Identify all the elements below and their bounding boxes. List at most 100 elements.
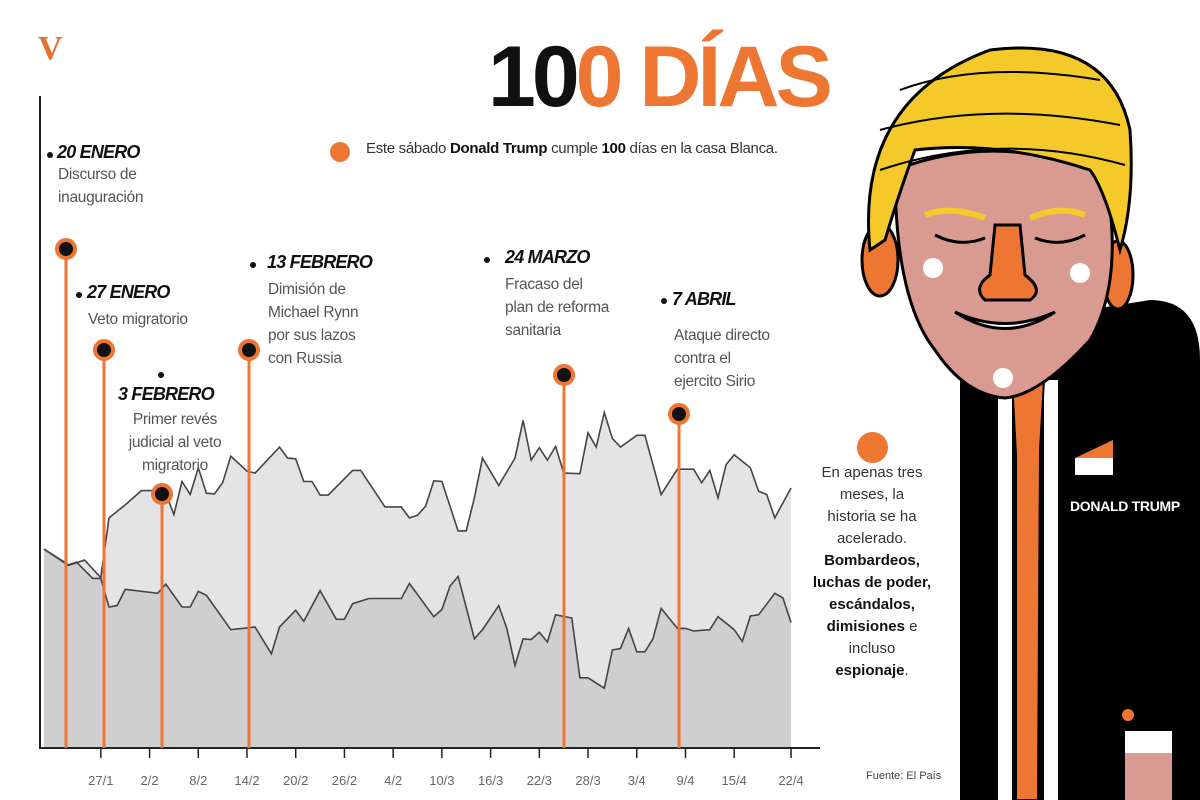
side-line: Bombardeos, (824, 552, 920, 569)
desc-line: Discurso de (58, 166, 137, 183)
event-marker (55, 238, 77, 260)
event-desc: Fracaso del plan de reforma sanitaria (505, 273, 609, 342)
x-tick-label: 26/2 (332, 773, 357, 788)
accent-dot (1122, 709, 1134, 721)
desc-line: Fracaso del (505, 276, 583, 293)
pocket-square (1075, 440, 1113, 458)
side-line: escándalos, (829, 596, 915, 613)
x-tick-label: 20/2 (283, 773, 308, 788)
upper-series-line (43, 409, 792, 580)
subtitle-text: días en la casa Blanca. (625, 140, 779, 157)
event-label: 7 ABRIL (672, 289, 737, 309)
desc-line: ejercito Sirio (674, 373, 756, 390)
lower-area (44, 549, 791, 748)
title-black: 10 (488, 29, 580, 125)
desc-line: sanitaria (505, 322, 561, 339)
chin-dot (993, 368, 1013, 388)
pocket-square-white (1075, 458, 1113, 475)
x-tick-label: 22/3 (527, 773, 552, 788)
side-line: acelerado. (836, 530, 908, 547)
brow-left (923, 207, 987, 221)
subtitle: Este sábado Donald Trump cumple 100 días… (366, 140, 778, 157)
desc-line: Veto migratorio (88, 311, 188, 328)
bullet-dot-icon (330, 142, 350, 162)
subtitle-bold: Donald Trump (449, 140, 548, 157)
event-desc: Veto migratorio (88, 308, 188, 331)
brow-right (1028, 207, 1087, 221)
side-line: En apenas tres (821, 464, 923, 481)
side-line: dimisiones e (826, 618, 918, 635)
pink-block (1125, 753, 1172, 800)
x-tick-label: 4/2 (384, 773, 402, 788)
event-label: 3 FEBRERO (118, 384, 215, 404)
x-tick-label: 3/4 (628, 773, 646, 788)
source-note: Fuente: El País (866, 770, 942, 782)
desc-line: Ataque directo (674, 327, 770, 344)
event-label: 13 FEBRERO (267, 252, 373, 272)
event-desc: Dimisión de Michael Rynn por sus lazos con … (268, 278, 359, 370)
event-marker (668, 403, 690, 425)
subtitle-text: Este sábado (366, 140, 450, 157)
x-tick-label: 22/4 (778, 773, 803, 788)
desc-line: Michael Rynn (268, 304, 359, 321)
subtitle-bold: 100 (601, 140, 626, 157)
lower-series-line (43, 548, 792, 690)
x-tick-label: 14/2 (234, 773, 259, 788)
side-line: espionaje. (835, 662, 909, 679)
event-bullet (47, 152, 53, 158)
x-tick-label: 2/2 (141, 773, 159, 788)
subtitle-text: cumple (547, 140, 602, 157)
x-tick-label: 15/4 (722, 773, 747, 788)
x-tick-label: 27/1 (88, 773, 113, 788)
desc-line: plan de reforma (505, 299, 610, 316)
cheek-right (1070, 263, 1090, 283)
event-label: 24 MARZO (505, 247, 590, 267)
desc-line: inauguración (58, 189, 144, 206)
desc-line: con Russia (268, 350, 342, 367)
desc-line: Primer revés (132, 411, 218, 428)
nose (978, 223, 1038, 302)
event-desc: Ataque directo contra el ejercito Sirio (674, 324, 770, 393)
event-label: 27 ENERO (87, 282, 170, 302)
event-bullet (661, 298, 667, 304)
hair-strand (879, 71, 1126, 171)
desc-line: por sus lazos (268, 327, 356, 344)
title-orange: 0 DÍAS (575, 29, 833, 125)
side-line: historia se ha (827, 508, 917, 525)
event-bullet (76, 292, 82, 298)
event-bullet (250, 262, 256, 268)
desc-line: contra el (674, 350, 731, 367)
bullet-dot-icon (857, 432, 888, 463)
tie (1010, 379, 1046, 800)
event-marker (553, 364, 575, 386)
event-marker (238, 339, 260, 361)
event-desc: Primer revés judicial al veto migratorio (112, 408, 238, 477)
eye-left (934, 233, 986, 244)
x-tick-label: 28/3 (575, 773, 600, 788)
mouth (954, 310, 1056, 330)
x-tick-label: 16/3 (478, 773, 503, 788)
event-marker (93, 339, 115, 361)
desc-line: migratorio (142, 457, 208, 474)
cheek-left (923, 258, 943, 278)
x-tick-label: 9/4 (676, 773, 694, 788)
event-bullet (158, 372, 164, 378)
side-line: incluso (848, 640, 896, 657)
x-tick-label: 8/2 (189, 773, 207, 788)
eye-right (1034, 233, 1086, 244)
collar-left (998, 380, 1012, 800)
name-label: DONALD TRUMP (1070, 498, 1180, 514)
event-marker (151, 483, 173, 505)
collar-right (1044, 380, 1058, 800)
page-title: 100 DÍAS (488, 34, 833, 120)
white-block (1125, 731, 1172, 753)
desc-line: judicial al veto (128, 434, 222, 451)
side-line: meses, la (839, 486, 905, 503)
x-tick-label: 10/3 (429, 773, 454, 788)
side-line: luchas de poder, (812, 574, 932, 591)
desc-line: Dimisión de (268, 281, 346, 298)
side-summary: En apenas tres meses, la historia se ha ace… (796, 462, 948, 682)
event-bullet (484, 257, 490, 263)
